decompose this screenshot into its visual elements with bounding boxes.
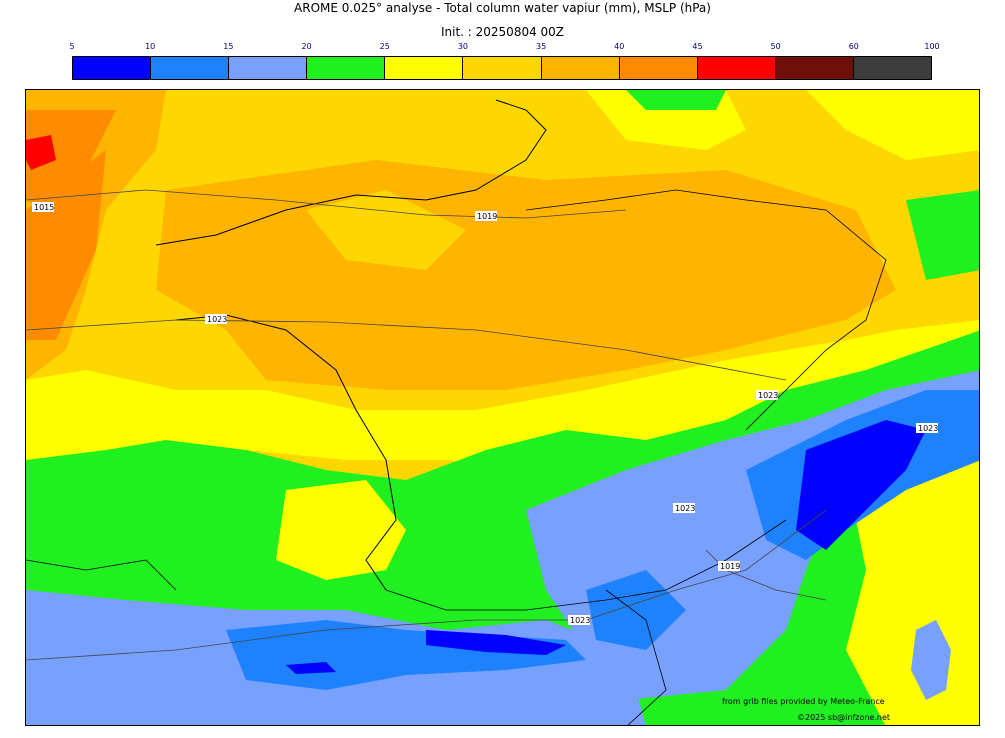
svg-text:1023: 1023 (675, 504, 695, 513)
svg-text:1019: 1019 (477, 212, 497, 221)
colorbar (72, 56, 932, 80)
colorbar-segment (619, 57, 698, 79)
coastline-med (605, 589, 667, 725)
svg-text:1023: 1023 (758, 391, 778, 400)
colorbar-tick-label: 50 (770, 42, 781, 51)
coastline-spain (26, 559, 177, 591)
field-blue-massif (586, 570, 686, 650)
coastline-west (175, 314, 397, 591)
isobar-label: 1015 (32, 202, 54, 212)
field-yellow-ne (806, 90, 979, 160)
field-darkblue-west (286, 662, 336, 674)
field-darkblue-pyrenees (426, 630, 566, 655)
field-darkorange-nw (26, 110, 116, 210)
colorbar-tick-label: 45 (692, 42, 703, 51)
svg-text:1019: 1019 (720, 562, 740, 571)
isobar-line (26, 189, 627, 219)
colorbar-segment (307, 57, 386, 79)
colorbar-tick-label: 30 (457, 42, 468, 51)
field-darkorange-w (26, 150, 106, 340)
isobar-label: 1019 (718, 561, 740, 571)
svg-text:1023: 1023 (207, 315, 227, 324)
colorbar-segment (541, 57, 620, 79)
colorbar-tick-label: 5 (69, 42, 75, 51)
colorbar-segment (73, 57, 152, 79)
colorbar-tick-labels: 5 10 15 20 25 30 35 40 45 50 60 100 (0, 42, 1005, 54)
colorbar-segment (463, 57, 542, 79)
copyright: ©2025 sb@infzone.net (797, 713, 891, 722)
colorbar-tick-label: 20 (301, 42, 312, 51)
colorbar-segment (775, 57, 854, 79)
field-gold-patch (306, 190, 466, 270)
isobar-label: 1019 (475, 211, 497, 221)
field-darkblue-alps (796, 420, 926, 550)
coastline-north (155, 99, 547, 246)
colorbar-tick-label: 35 (535, 42, 547, 51)
svg-text:1023: 1023 (918, 424, 938, 433)
colorbar-tick-label: 25 (379, 42, 390, 51)
isobar-label: 1023 (568, 615, 590, 625)
water-vapour-map: 1015 1019 1023 1023 1023 1023 1019 1023 (26, 90, 979, 725)
colorbar-segment (151, 57, 230, 79)
colorbar-tick-label: 15 (223, 42, 234, 51)
svg-text:1015: 1015 (34, 203, 54, 212)
colorbar-tick-label: 40 (614, 42, 625, 51)
isobar-label: 1023 (205, 314, 227, 324)
map-panel: 1015 1019 1023 1023 1023 1023 1019 1023 (25, 89, 980, 726)
colorbar-tick-label: 10 (145, 42, 156, 51)
colorbar-segment (853, 57, 932, 79)
colorbar-segment (229, 57, 308, 79)
field-corsica (911, 620, 951, 700)
init-time: Init. : 20250804 00Z (440, 25, 565, 39)
border-east (525, 189, 887, 431)
colorbar-tick-label: 100 (924, 42, 940, 51)
colorbar-segment (697, 57, 776, 79)
data-credit: from grib files provided by Meteo-France (722, 697, 885, 706)
field-red-nw (26, 135, 56, 170)
border-south (385, 519, 787, 611)
colorbar-segment (385, 57, 464, 79)
field-green-north (626, 90, 726, 110)
svg-text:1023: 1023 (570, 616, 590, 625)
map-title: AROME 0.025° analyse - Total column wate… (294, 1, 711, 15)
isobar-label: 1023 (916, 423, 938, 433)
isobar-line (705, 549, 827, 601)
field-yellow-sw (276, 480, 406, 580)
isobar-line (26, 319, 787, 381)
isobar-label: 1023 (756, 390, 778, 400)
field-green-east (906, 190, 979, 280)
colorbar-tick-label: 60 (848, 42, 859, 51)
isobar-label: 1023 (673, 503, 695, 513)
